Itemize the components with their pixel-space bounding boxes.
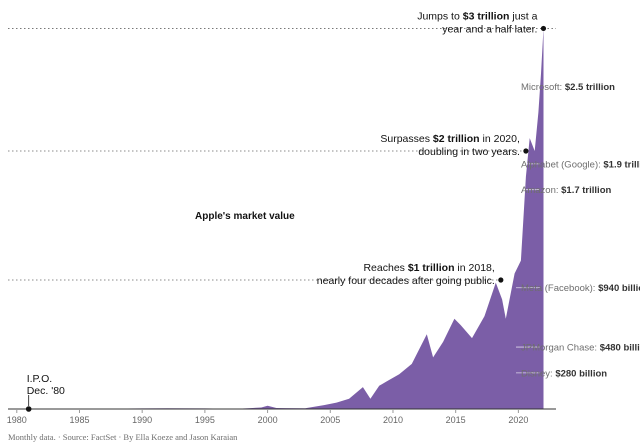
- ipo-label: I.P.O.: [27, 373, 53, 385]
- x-tick-label: 2010: [383, 415, 403, 425]
- milestone-label-line1: Surpasses $2 trillion in 2020,: [380, 133, 520, 145]
- company-name: Microsoft:: [521, 82, 565, 93]
- reference-label: Microsoft: $2.5 trillion: [521, 82, 615, 93]
- ipo-date: Dec. '80: [27, 385, 65, 397]
- annotations: I.P.O.Dec. '80 Reaches $1 trillion in 201…: [8, 10, 556, 412]
- company-name: Disney:: [521, 368, 555, 379]
- ipo-marker: [25, 406, 32, 412]
- x-tick-label: 2015: [446, 415, 466, 425]
- company-name: Alphabet (Google):: [521, 159, 603, 170]
- x-axis-ticks: 1980 1985 1990 1995 2000 2005 2010 2015 2020: [7, 409, 528, 425]
- company-value: $2.5 trillion: [565, 82, 615, 93]
- company-name: Meta (Facebook):: [521, 283, 598, 294]
- market-value-area: [28, 28, 544, 410]
- x-tick-label: 1980: [7, 415, 27, 425]
- milestone-marker: [540, 25, 547, 32]
- milestone-label-line2: nearly four decades after going public.: [317, 275, 495, 287]
- reference-label: JPMorgan Chase: $480 billion: [521, 343, 640, 354]
- company-value: $1.7 trillion: [561, 185, 611, 196]
- company-name: JPMorgan Chase:: [521, 343, 600, 354]
- reference-label: Amazon: $1.7 trillion: [521, 185, 611, 196]
- milestone-marker: [523, 148, 529, 154]
- reference-lines: Microsoft: $2.5 trillion Alphabet (Google…: [516, 82, 640, 379]
- x-tick-label: 1985: [69, 415, 89, 425]
- company-value: $280 billion: [555, 368, 607, 379]
- company-value: $480 billion: [600, 343, 640, 354]
- x-tick-label: 2000: [258, 415, 278, 425]
- reference-label: Disney: $280 billion: [521, 368, 607, 379]
- milestone-label-line2: year and a half later.: [442, 23, 537, 35]
- company-name: Amazon:: [521, 185, 561, 196]
- chart-title: Apple's market value: [195, 211, 295, 222]
- x-tick-label: 2005: [320, 415, 340, 425]
- x-tick-label: 1995: [195, 415, 215, 425]
- company-value: $940 billion: [598, 283, 640, 294]
- source-line: Monthly data. · Source: FactSet · By Ell…: [8, 432, 238, 442]
- reference-label: Meta (Facebook): $940 billion: [521, 283, 640, 294]
- x-tick-label: 2020: [508, 415, 528, 425]
- milestone-marker: [498, 277, 504, 283]
- milestone-label-line2: doubling in two years.: [418, 146, 520, 158]
- x-tick-label: 1990: [132, 415, 152, 425]
- reference-label: Alphabet (Google): $1.9 trillion: [521, 159, 640, 170]
- company-value: $1.9 trillion: [603, 159, 640, 170]
- milestone-label-line1: Reaches $1 trillion in 2018,: [363, 262, 494, 274]
- milestone-label-line1: Jumps to $3 trillion just a: [417, 10, 537, 22]
